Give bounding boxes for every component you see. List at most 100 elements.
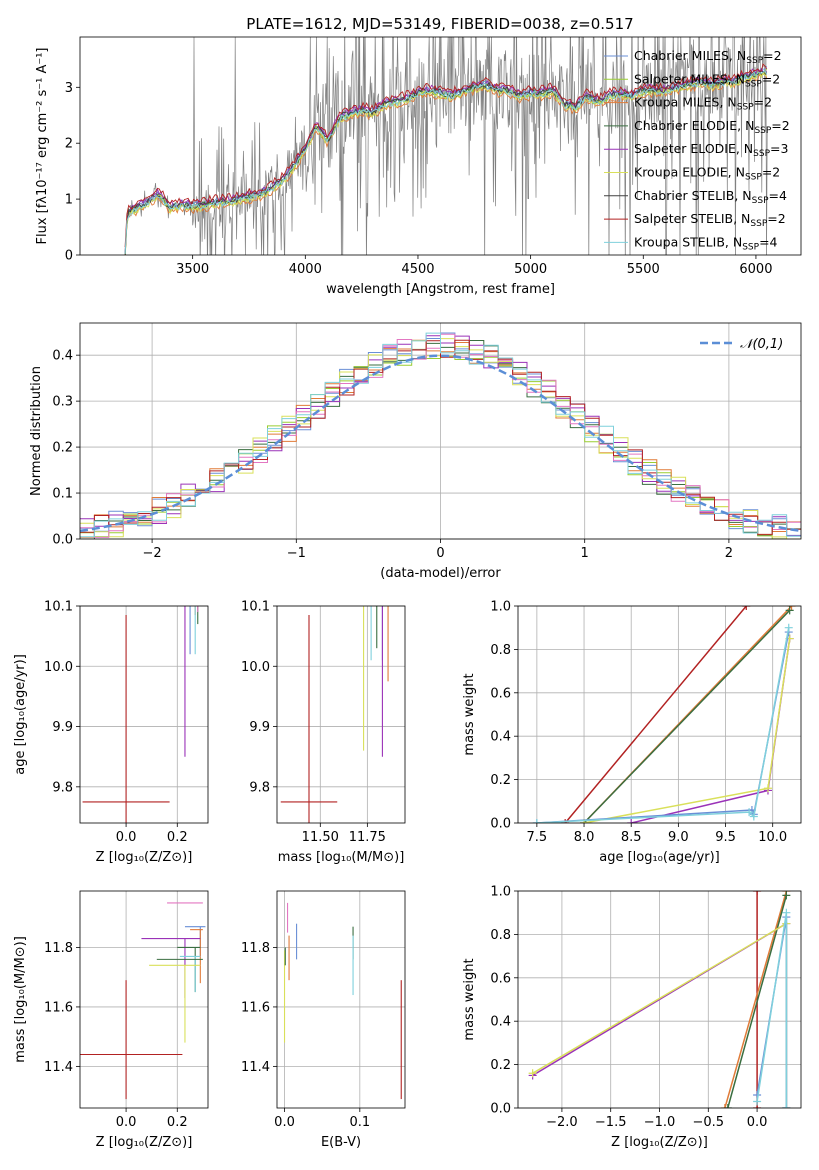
axes-frame — [276, 605, 406, 824]
x-tick-label: 1 — [581, 546, 589, 561]
y-tick-label: 0.6 — [490, 971, 511, 986]
x-tick-label: 5000 — [514, 262, 547, 277]
model-spectrum-line — [124, 63, 768, 248]
y-tick-label: 3 — [65, 81, 73, 96]
x-tick-label: 0.2 — [167, 830, 188, 845]
x-tick-label: 0 — [436, 546, 444, 561]
gaussian-curve — [80, 354, 801, 533]
weight-marker — [742, 606, 751, 610]
y-tick-label: 11.8 — [44, 941, 73, 956]
weight-vs-age-panel: 7.5 8.0 8.5 9.0 9.5 10.0 0.0 0.2 0.4 0.6 0.8 1.0 age… — [462, 600, 802, 865]
y-tick-label: 0.6 — [490, 686, 511, 701]
y-tick-label: 0.0 — [52, 533, 73, 548]
x-tick-label: 9.5 — [715, 830, 736, 845]
y-axis-label: mass [log₁₀(M/M⊙)] — [13, 936, 28, 1063]
weight-marker — [745, 808, 754, 817]
y-tick-label: 1.0 — [490, 885, 511, 900]
x-tick-label: 6000 — [739, 262, 772, 277]
weight-marker — [720, 1104, 729, 1108]
axes-frame — [79, 605, 209, 824]
x-tick-label: 0.0 — [116, 1115, 137, 1130]
weight-marker — [782, 1104, 791, 1108]
age-vs-mass-panel: 11.50 11.75 9.8 9.9 10.0 10.1 mass [log₁₀(M/M⊙… — [241, 600, 406, 865]
y-tick-label: 0.0 — [490, 817, 511, 832]
y-tick-label: 11.6 — [44, 1000, 73, 1015]
weight-marker — [723, 1104, 732, 1108]
legend-label-subscript: SSP — [745, 173, 762, 183]
mass-vs-extinction-panel: 0.0 0.1 11.4 11.6 11.8 E(B-V) — [241, 890, 406, 1150]
x-tick-label: 0.0 — [274, 1115, 295, 1130]
x-tick-label: 2 — [725, 546, 733, 561]
y-axis-label: Normed distribution — [29, 366, 44, 496]
y-axis-label: mass weight — [462, 958, 477, 1040]
y-tick-label: 11.8 — [241, 941, 270, 956]
y-tick-label: 11.6 — [241, 1000, 270, 1015]
y-tick-label: 0.4 — [490, 1015, 511, 1030]
weight-marker — [532, 819, 541, 823]
weight-line — [631, 638, 791, 823]
age-vs-metallicity-panel: 0.0 0.2 9.8 9.9 10.0 10.1 Z [log₁₀(Z/Z⊙)] age [… — [13, 600, 209, 865]
observed-spectrum-line — [124, 37, 768, 255]
y-tick-label: 2 — [65, 137, 73, 152]
axes-frame — [79, 36, 802, 256]
x-axis-label: mass [log₁₀(M/M⊙)] — [278, 850, 405, 865]
x-tick-label: 11.75 — [349, 830, 386, 845]
y-tick-label: 9.8 — [52, 780, 73, 795]
y-tick-label: 0.2 — [490, 1058, 511, 1073]
y-tick-label: 10.0 — [241, 660, 270, 675]
x-tick-label: −0.5 — [693, 1115, 725, 1130]
axes-frame — [276, 890, 406, 1109]
x-tick-label: 3500 — [176, 262, 209, 277]
weight-marker — [528, 1069, 537, 1078]
y-tick-label: 0.4 — [490, 730, 511, 745]
y-tick-label: 9.8 — [249, 780, 270, 795]
y-tick-label: 10.1 — [241, 600, 270, 615]
legend-label-tail: =4 — [769, 188, 787, 203]
weight-marker — [753, 891, 762, 895]
y-tick-label: 0.2 — [490, 773, 511, 788]
y-axis-label: mass weight — [462, 673, 477, 755]
legend-label-tail: =3 — [770, 141, 788, 156]
x-axis-label: Z [log₁₀(Z/Z⊙)] — [96, 850, 193, 865]
plot-area — [82, 606, 199, 823]
x-axis-label: E(B-V) — [321, 1135, 361, 1150]
weight-marker — [753, 1097, 762, 1106]
spectrum-legend: Chabrier MILES, NSSP=2 Salpeter MILES, NS… — [604, 48, 790, 252]
legend-label-tail: =2 — [762, 165, 780, 180]
legend-label-subscript: SSP — [746, 56, 763, 66]
y-tick-label: 0 — [65, 249, 73, 264]
x-tick-label: 4500 — [401, 262, 434, 277]
legend-label-tail: =2 — [762, 71, 780, 86]
weight-line — [583, 609, 791, 823]
weight-line — [727, 895, 788, 1108]
y-tick-label: 0.1 — [52, 487, 73, 502]
y-tick-label: 0.4 — [52, 349, 73, 364]
plot-area — [532, 606, 796, 823]
legend-label: Chabrier STELIB, NSSP=4 — [634, 188, 787, 206]
weight-line — [536, 627, 790, 823]
legend-label-subscript: SSP — [745, 79, 762, 89]
y-tick-label: 11.4 — [44, 1060, 73, 1075]
legend-label: Salpeter MILES, NSSP=2 — [634, 71, 780, 89]
legend-label-subscript: SSP — [750, 219, 767, 229]
x-tick-label: 0.1 — [349, 1115, 370, 1130]
y-tick-label: 11.4 — [241, 1060, 270, 1075]
legend-label-subscript: SSP — [753, 149, 770, 159]
weight-marker — [763, 784, 772, 793]
y-axis-label: Flux [fλ10⁻¹⁷ erg cm⁻² s⁻¹ A⁻¹] — [35, 48, 50, 245]
plot-area — [80, 902, 206, 1100]
weight-line — [564, 606, 747, 823]
legend-label-subscript: SSP — [752, 196, 769, 206]
y-tick-label: 10.0 — [44, 660, 73, 675]
x-tick-label: 8.5 — [621, 830, 642, 845]
gaussian-legend-label: 𝒩(0,1) — [740, 337, 783, 352]
plot-area — [283, 902, 402, 1100]
weight-marker — [749, 812, 758, 821]
x-axis-label: age [log₁₀(age/yr)] — [599, 850, 720, 865]
y-tick-label: 10.1 — [44, 600, 73, 615]
x-axis-label: wavelength [Angstrom, rest frame] — [326, 282, 555, 297]
x-tick-label: −1.0 — [644, 1115, 676, 1130]
x-axis-label: (data-model)/error — [380, 566, 501, 581]
weight-marker — [627, 819, 636, 823]
